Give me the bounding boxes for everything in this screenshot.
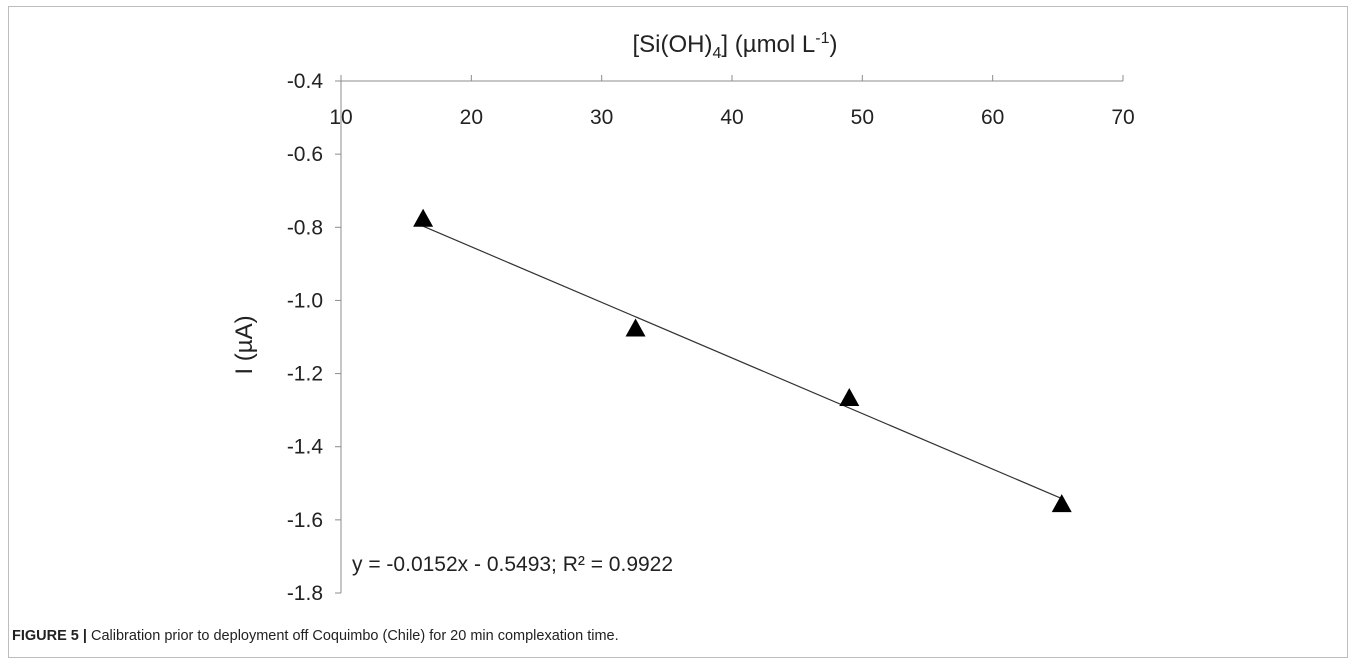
x-tick-label: 60 — [981, 106, 1004, 129]
y-tick-label: -1.0 — [287, 289, 323, 312]
data-point-triangle — [413, 208, 434, 227]
regression-equation: y = -0.0152x - 0.5493; R² = 0.9922 — [352, 553, 673, 576]
x-tick-label: 70 — [1111, 106, 1134, 129]
trendline-layer — [422, 225, 1062, 500]
y-tick-label: -0.8 — [287, 216, 323, 239]
data-point-triangle — [1051, 494, 1072, 513]
figure-caption-text: Calibration prior to deployment off Coqu… — [86, 628, 619, 644]
y-tick-label: -1.8 — [287, 582, 323, 605]
y-axis-title: I (µA) — [231, 315, 258, 374]
figure-caption: FIGURE 5 | Calibration prior to deployme… — [12, 628, 1312, 644]
y-tick-label: -1.4 — [287, 436, 324, 459]
trendline — [422, 225, 1062, 500]
y-tick-label: -1.6 — [287, 509, 323, 532]
x-tick-label: 30 — [590, 106, 613, 129]
figure-frame — [8, 6, 1348, 658]
figure-caption-label: FIGURE 5 | — [12, 628, 87, 644]
x-axis-title: [Si(OH)4] (µmol L-1) — [633, 30, 838, 62]
x-tick-label: 50 — [851, 106, 874, 129]
data-points-layer — [413, 208, 1072, 513]
x-tick-label: 40 — [720, 106, 743, 129]
x-tick-label: 20 — [460, 106, 483, 129]
data-point-triangle — [839, 388, 860, 407]
y-tick-label: -1.2 — [287, 363, 323, 386]
y-tick-label: -0.6 — [287, 143, 323, 166]
x-tick-label: 10 — [329, 106, 352, 129]
axes: -0.4 -0.6 -0.8 -1.0 -1.2 -1.4 -1.6 -1.8 10 20 30 40… — [287, 70, 1135, 605]
data-point-triangle — [625, 318, 646, 337]
y-tick-label: -0.4 — [287, 70, 324, 93]
